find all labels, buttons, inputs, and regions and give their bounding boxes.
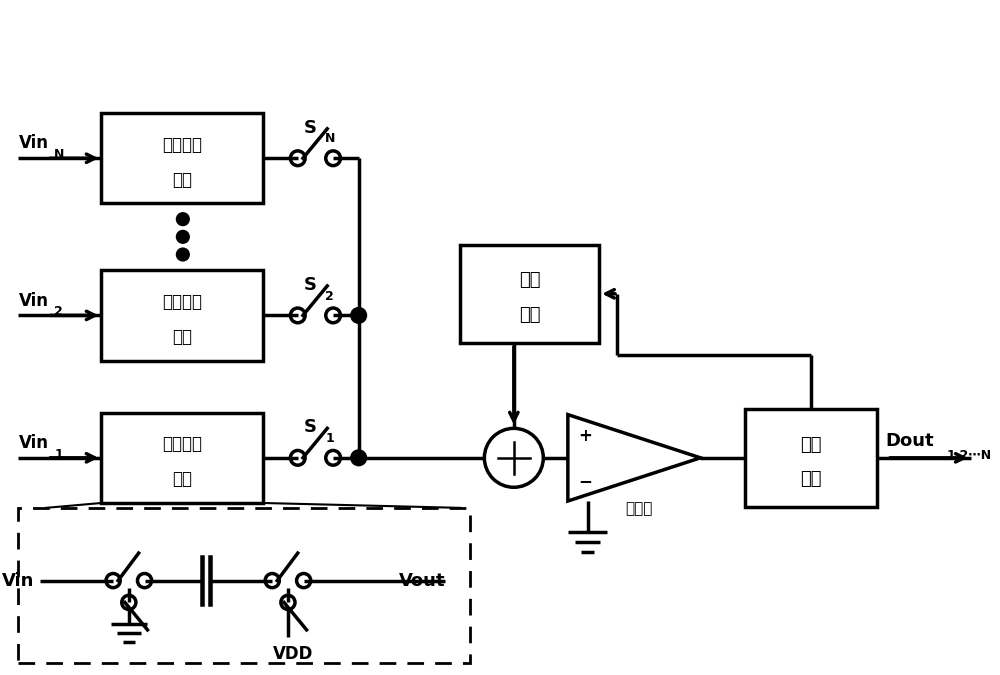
Text: 电路: 电路 (172, 328, 192, 346)
Text: Dout: Dout (885, 432, 934, 450)
Text: 电容: 电容 (519, 271, 540, 289)
Circle shape (176, 230, 189, 243)
Circle shape (176, 213, 189, 225)
Text: 电路: 电路 (172, 470, 192, 489)
Text: 采样保持: 采样保持 (162, 435, 202, 453)
Text: 阵列: 阵列 (519, 306, 540, 325)
Text: 1: 1 (54, 448, 63, 461)
Bar (101, 412, 263, 503)
Text: 比较器: 比较器 (625, 502, 653, 516)
Text: Vin: Vin (2, 572, 35, 589)
Text: Vin: Vin (19, 434, 49, 452)
Text: 1: 1 (325, 432, 334, 445)
Text: −: − (579, 472, 592, 491)
Bar (101, 270, 263, 360)
Text: +: + (579, 427, 592, 446)
Text: Vout: Vout (399, 572, 445, 589)
Bar (460, 244, 599, 343)
Text: N: N (54, 148, 65, 161)
Text: 逻辑: 逻辑 (800, 436, 822, 454)
Text: VDD: VDD (273, 645, 313, 663)
Text: 采样保持: 采样保持 (162, 136, 202, 153)
Circle shape (351, 450, 367, 466)
Text: S: S (304, 119, 317, 136)
Bar (745, 408, 877, 507)
Text: N: N (325, 132, 336, 146)
Text: Vin: Vin (19, 134, 49, 153)
Text: 电路: 电路 (172, 171, 192, 189)
Bar (18, 508, 470, 663)
Text: 1,2⋯N: 1,2⋯N (947, 449, 992, 462)
Circle shape (176, 248, 189, 261)
Circle shape (351, 308, 367, 323)
Text: 2: 2 (54, 305, 63, 319)
Bar (101, 113, 263, 203)
Text: 电路: 电路 (800, 470, 822, 489)
Text: 采样保持: 采样保持 (162, 293, 202, 310)
Text: 2: 2 (325, 290, 334, 302)
Text: S: S (304, 276, 317, 294)
Text: S: S (304, 418, 317, 436)
Text: Vin: Vin (19, 292, 49, 310)
